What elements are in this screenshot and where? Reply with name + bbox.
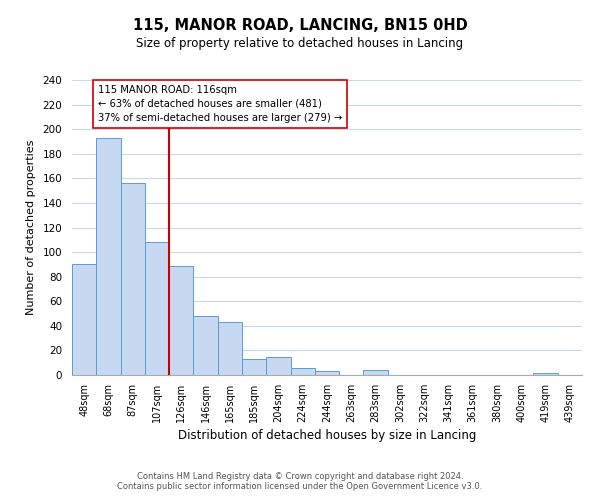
- Bar: [533, 372, 558, 375]
- Text: Contains public sector information licensed under the Open Government Licence v3: Contains public sector information licen…: [118, 482, 482, 491]
- Text: Contains HM Land Registry data © Crown copyright and database right 2024.: Contains HM Land Registry data © Crown c…: [137, 472, 463, 481]
- Text: 115, MANOR ROAD, LANCING, BN15 0HD: 115, MANOR ROAD, LANCING, BN15 0HD: [133, 18, 467, 32]
- Bar: [121, 183, 145, 375]
- Bar: [315, 372, 339, 375]
- Text: 115 MANOR ROAD: 116sqm
← 63% of detached houses are smaller (481)
37% of semi-de: 115 MANOR ROAD: 116sqm ← 63% of detached…: [97, 85, 342, 123]
- Bar: [96, 138, 121, 375]
- Bar: [266, 356, 290, 375]
- Bar: [145, 242, 169, 375]
- Bar: [218, 322, 242, 375]
- Bar: [72, 264, 96, 375]
- Text: Size of property relative to detached houses in Lancing: Size of property relative to detached ho…: [136, 38, 464, 51]
- Y-axis label: Number of detached properties: Number of detached properties: [26, 140, 35, 315]
- Bar: [193, 316, 218, 375]
- X-axis label: Distribution of detached houses by size in Lancing: Distribution of detached houses by size …: [178, 429, 476, 442]
- Bar: [242, 359, 266, 375]
- Bar: [364, 370, 388, 375]
- Bar: [169, 266, 193, 375]
- Bar: [290, 368, 315, 375]
